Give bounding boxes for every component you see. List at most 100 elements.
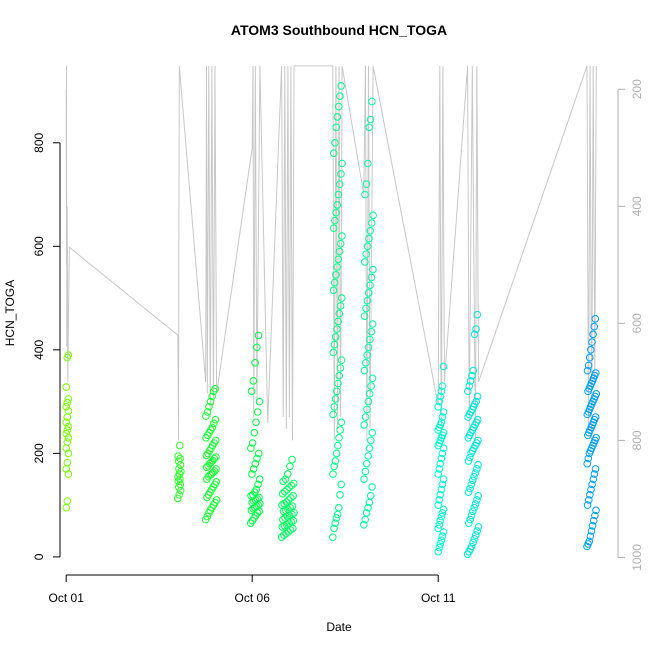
data-point: [334, 102, 343, 111]
data-point: [338, 232, 346, 240]
data-point: [437, 485, 446, 494]
data-point: [336, 426, 345, 434]
data-point: [329, 224, 338, 232]
data-point: [468, 371, 476, 380]
data-point: [175, 465, 183, 473]
data-point: [332, 208, 340, 217]
data-point: [587, 527, 596, 535]
data-point: [436, 392, 445, 401]
data-point: [64, 470, 73, 478]
data-point: [254, 480, 262, 489]
data-point: [335, 371, 344, 380]
data-point: [212, 478, 221, 486]
data-point: [368, 320, 377, 328]
data-point: [63, 438, 72, 446]
data-point: [330, 149, 338, 157]
data-point: [437, 512, 446, 521]
x-tick-label: Oct 01: [49, 591, 85, 605]
data-point: [469, 507, 477, 516]
data-point: [333, 387, 341, 396]
data-point: [334, 317, 342, 326]
data-point: [253, 495, 262, 503]
data-point: [337, 170, 345, 178]
data-point: [364, 159, 372, 168]
pressure-track-line: [65, 65, 597, 441]
data-point: [333, 325, 341, 333]
data-point: [366, 335, 374, 344]
data-point: [437, 387, 446, 396]
data-point: [434, 501, 443, 509]
data-point: [437, 454, 446, 463]
y-tick-label: 0: [32, 553, 46, 560]
data-point: [333, 263, 341, 271]
data-point: [590, 470, 599, 478]
data-point: [434, 403, 443, 411]
data-point: [464, 457, 473, 465]
data-point: [434, 524, 443, 533]
data-point: [436, 516, 445, 525]
data-point: [337, 82, 345, 90]
data-point: [64, 434, 73, 442]
data-point: [368, 483, 376, 491]
data-point: [470, 535, 479, 543]
data-point: [367, 273, 376, 282]
data-point: [366, 281, 374, 290]
data-point: [175, 441, 184, 450]
data-point: [361, 190, 369, 199]
data-point: [588, 480, 596, 489]
data-point: [337, 480, 346, 489]
data-point: [332, 449, 341, 458]
data-point: [366, 227, 375, 235]
data-point: [288, 455, 296, 464]
data-point: [436, 459, 445, 468]
data-point: [251, 359, 259, 367]
data-point: [175, 491, 183, 499]
y-axis-label: HCN_TOGA: [3, 280, 17, 346]
data-point: [335, 180, 344, 188]
data-point: [472, 325, 480, 333]
data-point: [331, 139, 339, 147]
data-point: [63, 398, 72, 407]
data-point: [586, 491, 594, 499]
data-point: [591, 413, 600, 421]
data-point: [470, 330, 479, 339]
data-point: [286, 462, 294, 471]
data-point: [362, 304, 370, 313]
data-point: [367, 436, 375, 445]
data-point: [253, 454, 261, 463]
data-point: [329, 286, 338, 295]
data-point: [176, 454, 184, 463]
data-point: [588, 522, 597, 530]
data-point: [336, 302, 345, 310]
data-point: [212, 453, 220, 461]
data-point: [365, 444, 374, 453]
data-point: [337, 418, 346, 427]
data-point: [368, 97, 376, 106]
y-tick-label: 600: [32, 236, 46, 256]
data-point: [330, 462, 339, 471]
data-point: [466, 377, 475, 385]
data-point: [289, 492, 297, 500]
data-point: [367, 327, 376, 336]
data-point: [467, 480, 476, 489]
data-point: [592, 369, 600, 377]
data-point: [329, 348, 338, 357]
data-point: [329, 410, 337, 419]
data-point: [472, 531, 480, 539]
data-point: [362, 250, 371, 258]
x-tick-label: Oct 06: [235, 591, 271, 605]
data-point: [203, 408, 212, 416]
data-point: [363, 351, 372, 359]
data-point: [361, 413, 370, 421]
data-point: [254, 449, 263, 458]
data-point: [368, 428, 377, 437]
data-point: [62, 418, 70, 427]
data-point: [592, 390, 601, 398]
data-point: [473, 527, 481, 535]
data-point: [249, 377, 258, 385]
data-point: [288, 502, 297, 511]
data-point: [434, 547, 443, 556]
data-point: [471, 469, 480, 477]
data-point: [466, 515, 475, 524]
data-point: [473, 415, 482, 424]
